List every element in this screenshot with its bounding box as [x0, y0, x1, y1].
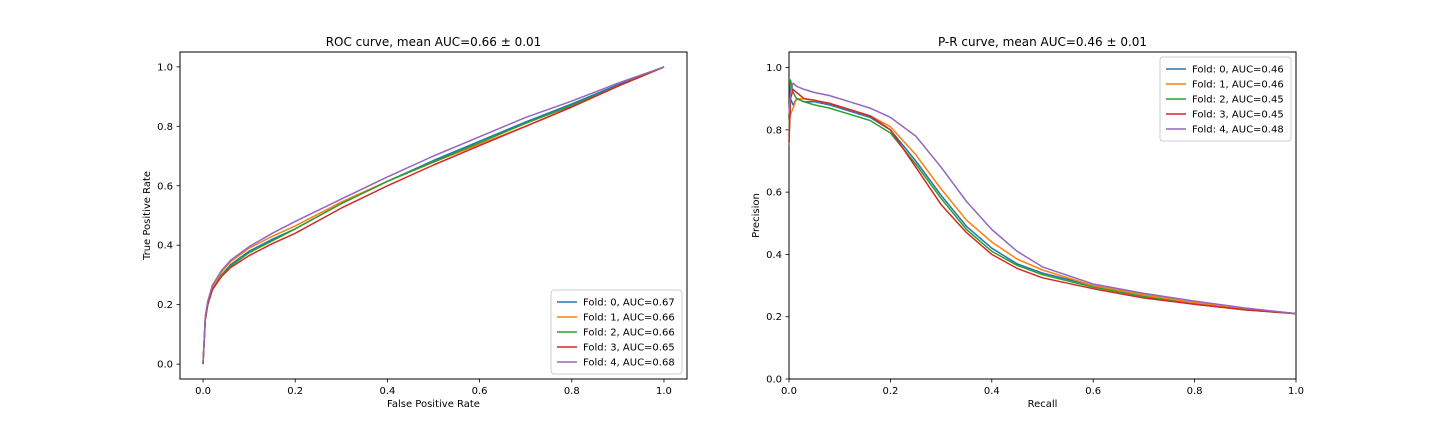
pr-lines [788, 79, 1297, 315]
pr-legend-entry: Fold: 0, AUC=0.46 [1192, 65, 1284, 76]
roc-y-tick-label: 1.0 [157, 62, 173, 73]
pr-x-ticks: 0.0 0.2 0.4 0.6 0.8 1.0 [781, 379, 1304, 397]
pr-series-line-fold-3 [788, 88, 1297, 315]
roc-y-tick-label: 0.8 [157, 122, 173, 133]
pr-y-tick-label: 0.6 [766, 188, 782, 199]
roc-title: ROC curve, mean AUC=0.66 ± 0.01 [326, 35, 542, 49]
roc-legend-box [550, 289, 683, 375]
pr-series-line-fold-4 [788, 82, 1297, 315]
pr-series-line-fold-2 [788, 79, 1297, 315]
pr-x-tick-label: 0.2 [882, 386, 898, 397]
pr-x-tick-label: 1.0 [1288, 386, 1304, 397]
roc-x-tick-label: 0.8 [564, 386, 580, 397]
roc-series-line-fold-4 [202, 66, 665, 365]
roc-x-tick-label: 0.2 [287, 386, 303, 397]
pr-y-tick-label: 0.8 [766, 125, 782, 136]
roc-legend-entry: Fold: 2, AUC=0.66 [583, 328, 675, 339]
pr-x-tick-label: 0.0 [781, 386, 797, 397]
pr-legend-entry: Fold: 3, AUC=0.45 [1192, 110, 1284, 121]
roc-y-tick-label: 0.4 [157, 241, 173, 252]
roc-series-line-fold-3 [202, 66, 665, 365]
pr-y-tick-label: 0.0 [766, 375, 782, 386]
pr-series-line-fold-1 [788, 97, 1297, 315]
roc-legend-entry: Fold: 0, AUC=0.67 [583, 298, 675, 309]
pr-y-axis-label: Precision [751, 193, 762, 238]
roc-y-axis-label: True Positive Rate [142, 171, 153, 261]
pr-y-tick-label: 1.0 [766, 63, 782, 74]
pr-y-ticks: 0.0 0.2 0.4 0.6 0.8 1.0 [766, 63, 789, 386]
roc-x-tick-label: 0.6 [472, 386, 488, 397]
pr-legend-box [1159, 56, 1292, 142]
pr-y-tick-label: 0.4 [766, 250, 782, 261]
roc-y-tick-label: 0.2 [157, 300, 173, 311]
pr-x-tick-label: 0.6 [1085, 386, 1101, 397]
pr-x-tick-label: 0.4 [984, 386, 1000, 397]
roc-plot-area [179, 51, 688, 380]
pr-y-tick-label: 0.2 [766, 312, 782, 323]
roc-y-ticks: 0.0 0.2 0.4 0.6 0.8 1.0 [157, 62, 180, 371]
pr-legend-entry: Fold: 2, AUC=0.45 [1192, 95, 1284, 106]
roc-legend-entry: Fold: 1, AUC=0.66 [583, 313, 675, 324]
roc-x-axis-label: False Positive Rate [387, 399, 480, 410]
roc-y-tick-label: 0.0 [157, 360, 173, 371]
roc-x-tick-label: 0.4 [379, 386, 395, 397]
roc-x-tick-label: 1.0 [656, 386, 672, 397]
pr-x-axis-label: Recall [1028, 399, 1058, 410]
roc-legend: Fold: 0, AUC=0.67 Fold: 1, AUC=0.66 Fold: … [550, 289, 683, 375]
roc-legend-entry: Fold: 3, AUC=0.65 [583, 343, 675, 354]
pr-title: P-R curve, mean AUC=0.46 ± 0.01 [938, 35, 1147, 49]
roc-legend-entry: Fold: 4, AUC=0.68 [583, 358, 675, 369]
roc-lines [202, 66, 665, 365]
pr-plot-area [788, 51, 1297, 380]
roc-panel: ROC curve, mean AUC=0.66 ± 0.01 0.0 0.2 0.… [142, 35, 688, 410]
roc-y-tick-label: 0.6 [157, 181, 173, 192]
pr-legend-entry: Fold: 1, AUC=0.46 [1192, 80, 1284, 91]
pr-legend: Fold: 0, AUC=0.46 Fold: 1, AUC=0.46 Fold: … [1159, 56, 1292, 142]
roc-x-tick-label: 0.0 [195, 386, 211, 397]
pr-x-tick-label: 0.8 [1187, 386, 1203, 397]
pr-legend-entry: Fold: 4, AUC=0.48 [1192, 125, 1284, 136]
roc-x-ticks: 0.0 0.2 0.4 0.6 0.8 1.0 [195, 379, 672, 397]
pr-panel: P-R curve, mean AUC=0.46 ± 0.01 0.0 0.2 0.… [751, 35, 1304, 410]
